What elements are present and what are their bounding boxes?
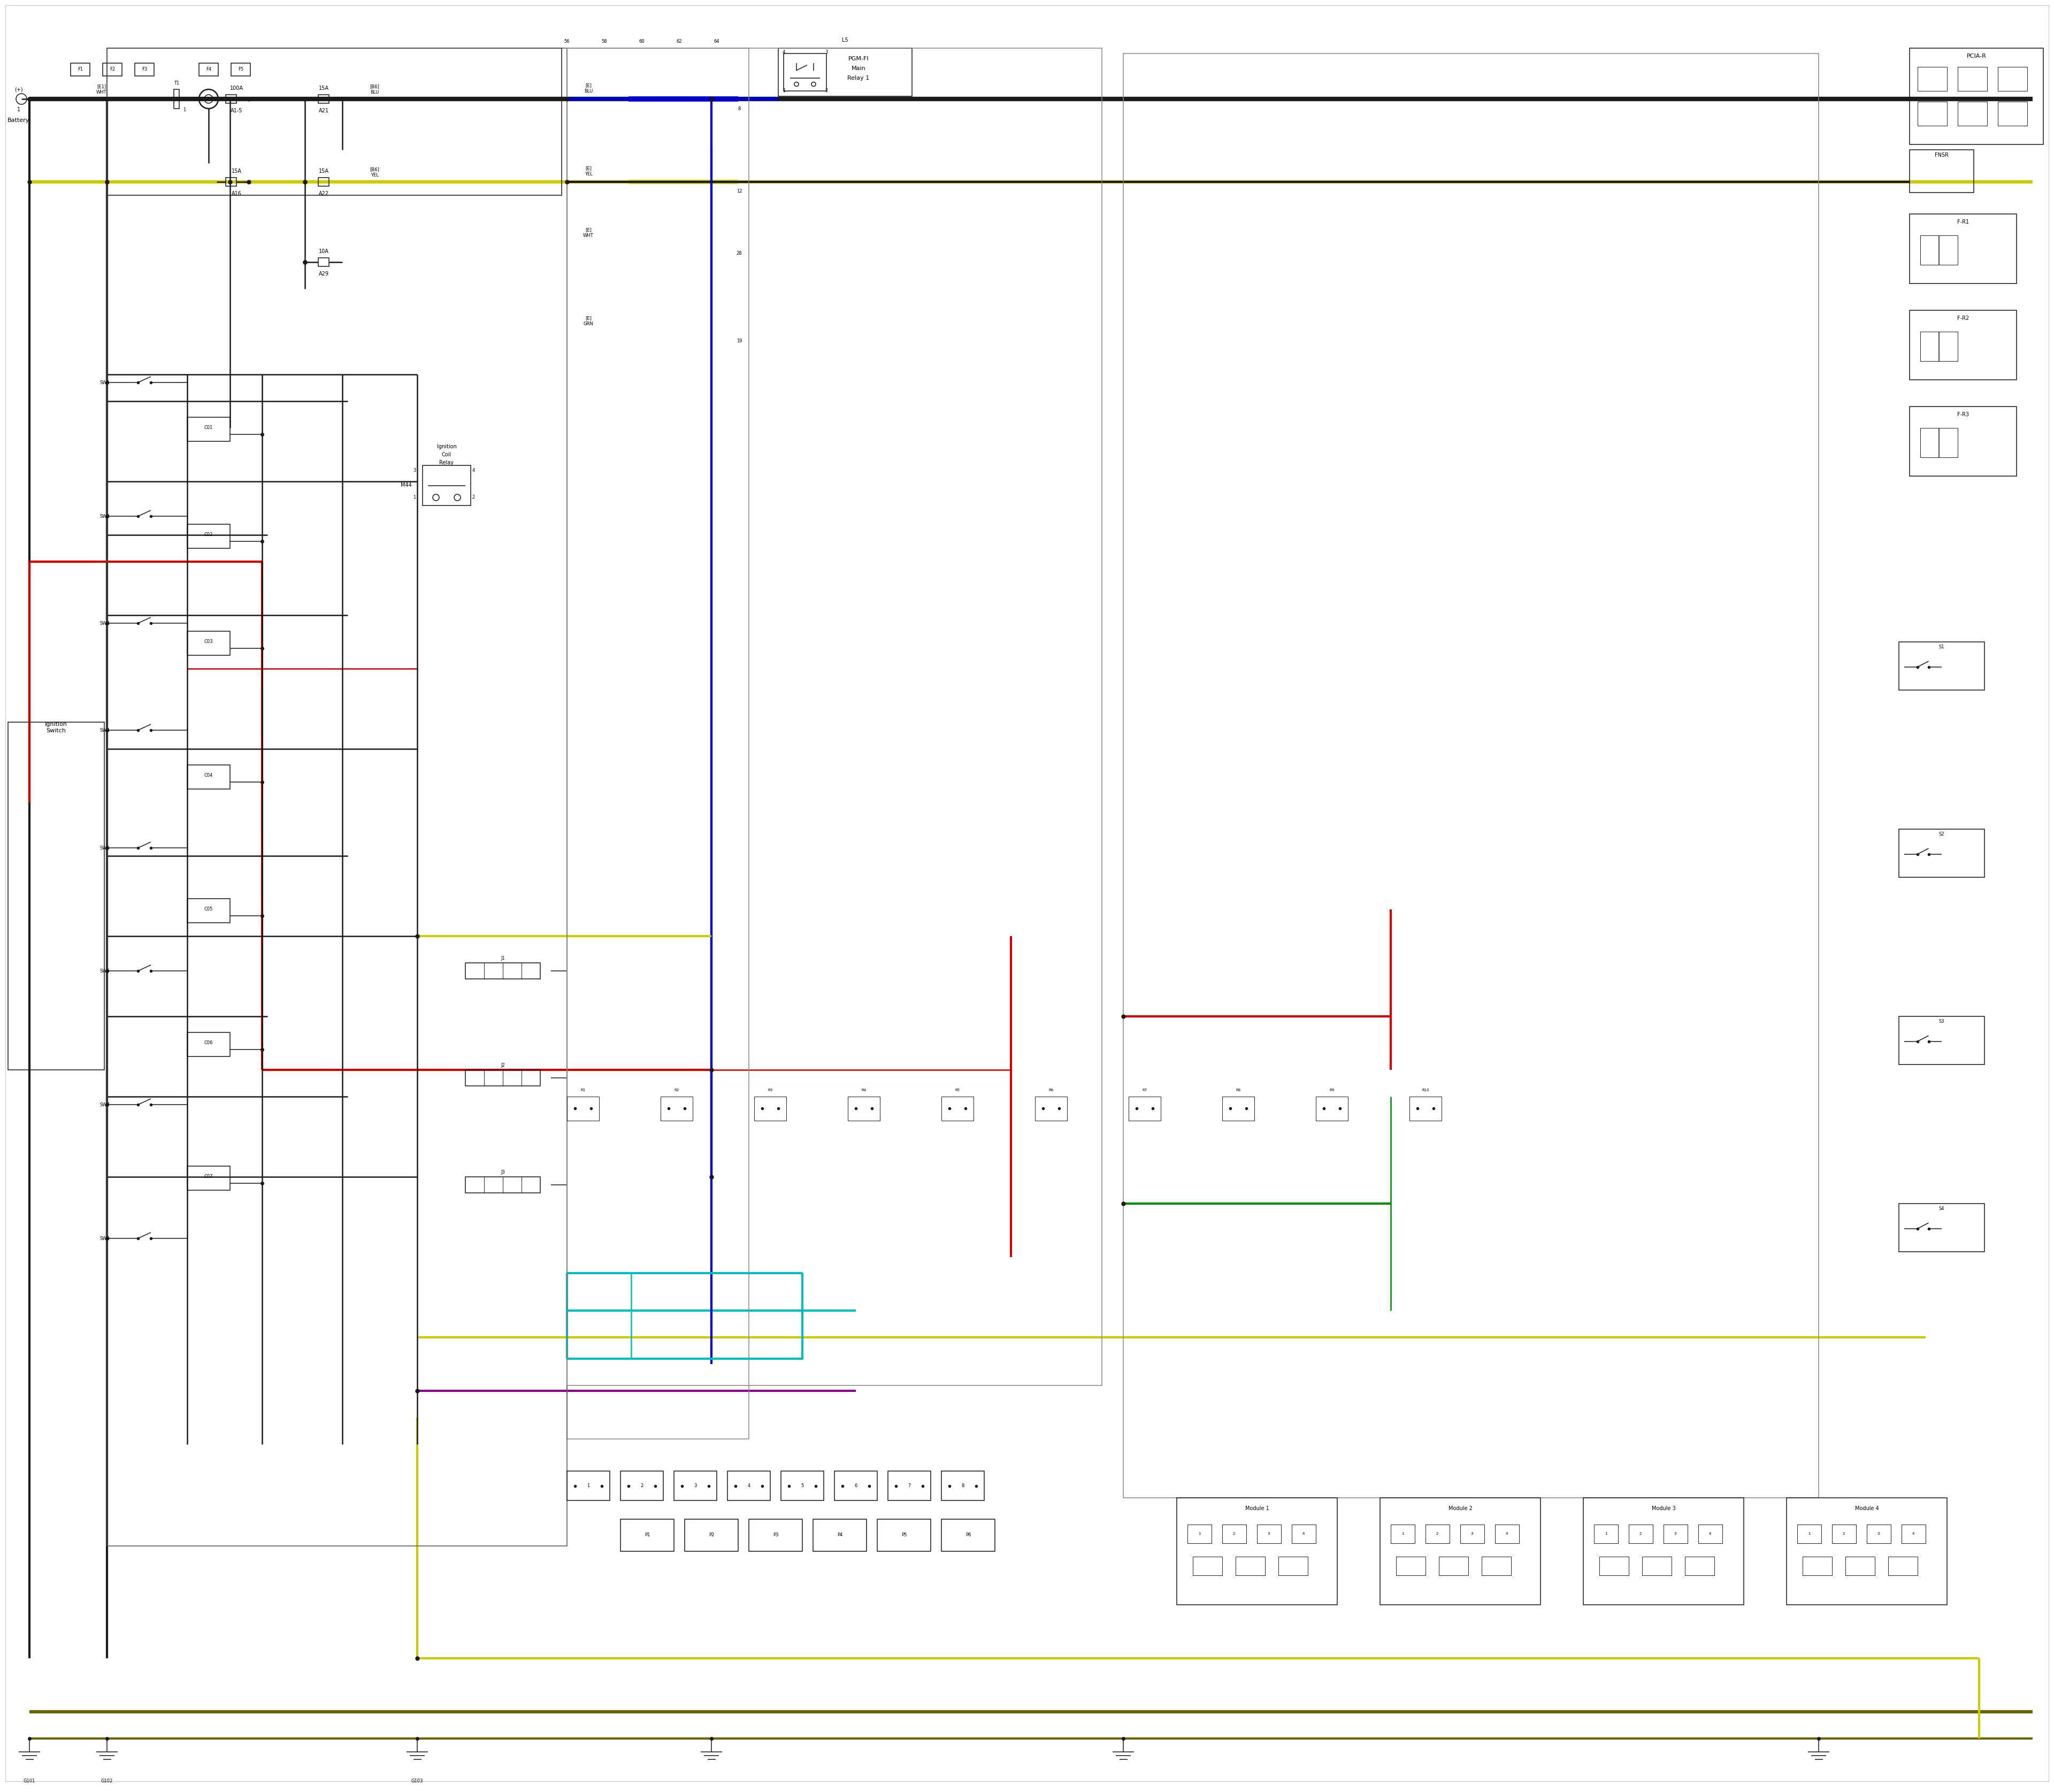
Text: Main: Main xyxy=(850,66,865,72)
Text: 56: 56 xyxy=(565,39,569,45)
Bar xyxy=(674,1471,717,1500)
Bar xyxy=(466,962,540,978)
Bar xyxy=(187,525,230,548)
Text: 1: 1 xyxy=(1197,1532,1200,1536)
Text: 3: 3 xyxy=(1877,1532,1879,1536)
Bar xyxy=(1910,213,2017,283)
Bar xyxy=(1409,1097,1442,1120)
Text: 1: 1 xyxy=(183,108,187,113)
Bar xyxy=(1918,102,1947,125)
Bar xyxy=(941,1097,974,1120)
Text: 3: 3 xyxy=(1267,1532,1269,1536)
Bar xyxy=(1898,1204,1984,1253)
Bar xyxy=(941,1471,984,1500)
Text: G101: G101 xyxy=(23,1779,35,1783)
Text: [B6]
YEL: [B6] YEL xyxy=(370,167,380,177)
Text: 7: 7 xyxy=(908,1484,910,1489)
Text: F5: F5 xyxy=(238,66,244,72)
Bar xyxy=(318,258,329,267)
Text: [B6]
BLU: [B6] BLU xyxy=(370,84,380,95)
Bar xyxy=(8,722,105,1070)
Text: 60: 60 xyxy=(639,39,645,45)
Bar xyxy=(1803,1557,1832,1575)
Text: P5: P5 xyxy=(902,1532,906,1538)
Bar xyxy=(318,177,329,186)
Text: SW7: SW7 xyxy=(99,1102,109,1107)
Bar xyxy=(785,54,826,91)
Text: J1: J1 xyxy=(501,957,505,961)
Bar xyxy=(187,1167,230,1190)
Bar xyxy=(1425,1525,1450,1543)
Text: [E1]
WHT: [E1] WHT xyxy=(97,84,107,95)
Bar xyxy=(1910,407,2017,477)
Text: R6: R6 xyxy=(1050,1088,1054,1091)
Text: 1: 1 xyxy=(1604,1532,1606,1536)
Bar xyxy=(750,1520,803,1552)
Text: 58: 58 xyxy=(602,39,608,45)
Bar xyxy=(1641,1557,1672,1575)
Text: R3: R3 xyxy=(768,1088,772,1091)
Text: Module 3: Module 3 xyxy=(1651,1505,1676,1511)
Text: F3: F3 xyxy=(142,66,148,72)
Bar xyxy=(1193,1557,1222,1575)
Text: S3: S3 xyxy=(1939,1020,1945,1023)
Text: C07: C07 xyxy=(203,1174,214,1179)
Text: G103: G103 xyxy=(411,1779,423,1783)
Text: C02: C02 xyxy=(203,532,214,538)
Bar xyxy=(1391,1525,1415,1543)
Bar xyxy=(567,1471,610,1500)
Text: Coil: Coil xyxy=(442,452,452,457)
Text: 2: 2 xyxy=(826,88,828,93)
Text: 5: 5 xyxy=(801,1484,803,1489)
Text: 4: 4 xyxy=(748,1484,750,1489)
Text: S2: S2 xyxy=(1939,831,1945,837)
Text: Battery: Battery xyxy=(8,118,31,124)
Bar xyxy=(230,63,251,75)
Text: F-R2: F-R2 xyxy=(1957,315,1970,321)
Bar xyxy=(1035,1097,1068,1120)
Text: A16: A16 xyxy=(232,192,242,197)
Text: A29: A29 xyxy=(318,271,329,276)
Bar xyxy=(1920,332,1957,360)
Text: Relay: Relay xyxy=(440,461,454,466)
Bar xyxy=(1177,1498,1337,1606)
Bar xyxy=(1898,642,1984,690)
Text: 10A: 10A xyxy=(318,249,329,254)
Text: (+): (+) xyxy=(14,86,23,91)
Bar xyxy=(1584,1498,1744,1606)
Text: Module 1: Module 1 xyxy=(1245,1505,1269,1511)
Text: 4: 4 xyxy=(1912,1532,1914,1536)
Text: Ignition
Switch: Ignition Switch xyxy=(45,722,68,733)
Bar xyxy=(813,1520,867,1552)
Text: 2: 2 xyxy=(1232,1532,1234,1536)
Bar xyxy=(107,48,561,195)
Text: J2: J2 xyxy=(501,1063,505,1068)
Bar xyxy=(727,1471,770,1500)
Text: 4: 4 xyxy=(1709,1532,1711,1536)
Bar xyxy=(887,1471,930,1500)
Bar xyxy=(1222,1525,1247,1543)
Bar xyxy=(1918,66,1947,91)
Bar xyxy=(1317,1097,1347,1120)
Text: R8: R8 xyxy=(1237,1088,1241,1091)
Text: FNSR: FNSR xyxy=(1935,152,1949,158)
Bar xyxy=(1797,1525,1822,1543)
Text: 1: 1 xyxy=(783,88,785,93)
Text: SW8: SW8 xyxy=(99,1236,109,1240)
Text: PGM-FI: PGM-FI xyxy=(848,56,869,61)
Text: 2: 2 xyxy=(1436,1532,1438,1536)
Text: 6: 6 xyxy=(854,1484,857,1489)
Text: 3: 3 xyxy=(413,468,417,473)
Text: R1: R1 xyxy=(581,1088,585,1091)
Text: 1: 1 xyxy=(16,108,21,113)
Text: 4: 4 xyxy=(1506,1532,1508,1536)
Text: F1: F1 xyxy=(78,66,82,72)
Bar xyxy=(1832,1525,1857,1543)
Bar xyxy=(631,1272,803,1358)
Bar xyxy=(620,1471,663,1500)
Bar xyxy=(187,418,230,441)
Text: S1: S1 xyxy=(1939,645,1945,650)
Bar xyxy=(1594,1525,1619,1543)
Bar xyxy=(318,95,329,104)
Bar xyxy=(1481,1557,1512,1575)
